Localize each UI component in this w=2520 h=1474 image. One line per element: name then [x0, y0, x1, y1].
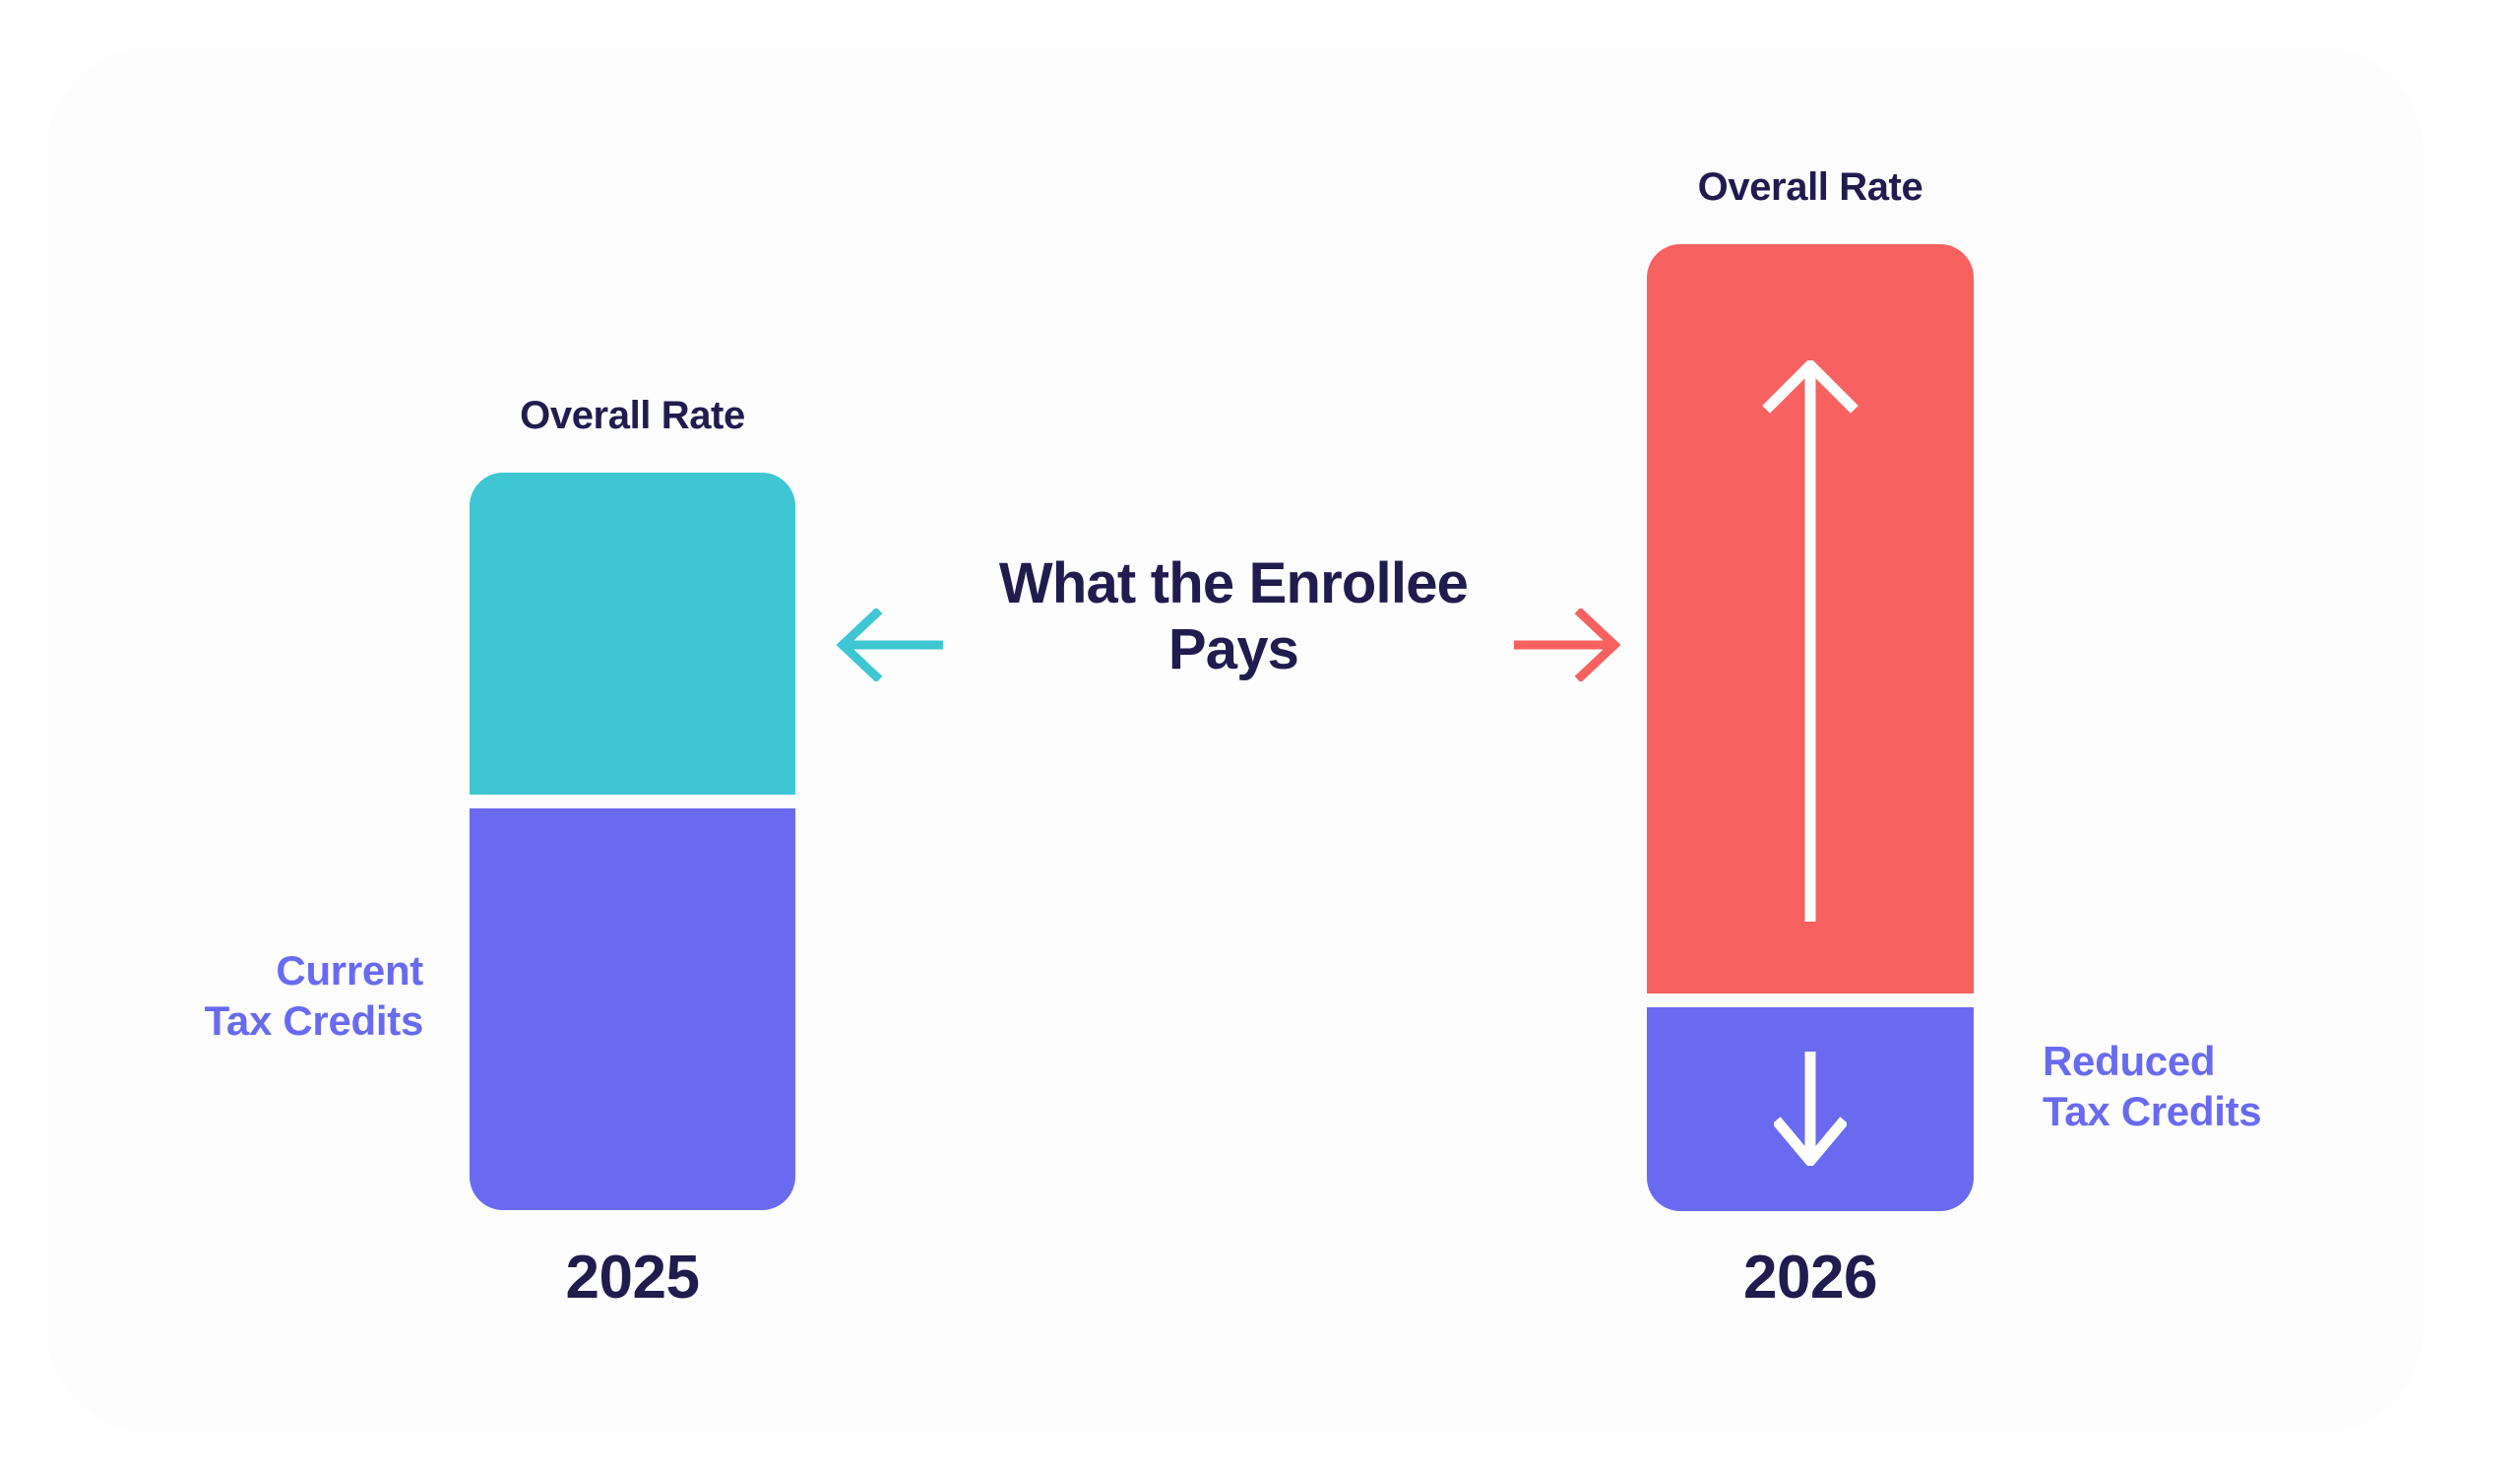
center-caption-text: What the Enrollee Pays [998, 551, 1469, 681]
bar-segment-2025-overall-rate[interactable] [470, 473, 795, 795]
bar-segment-2025-current-tax-credits[interactable] [470, 808, 795, 1210]
callout-label-current-tax-credits: Current Tax Credits [204, 947, 424, 1045]
arrow-down-icon [1774, 1052, 1847, 1166]
callout-label-reduced-tax-credits: Reduced Tax Credits [2043, 1038, 2262, 1135]
year-label-2026: 2026 [1743, 1244, 1877, 1312]
year-label-2025: 2025 [565, 1244, 700, 1312]
arrow-right-icon [1514, 609, 1621, 681]
center-caption-block: What the Enrollee Pays [835, 551, 1632, 738]
column-heading-2025: Overall Rate [520, 394, 745, 437]
arrow-up-icon [1762, 360, 1858, 922]
card-background [47, 47, 2424, 1433]
arrow-left-icon [836, 609, 943, 681]
column-heading-2026: Overall Rate [1697, 165, 1923, 209]
